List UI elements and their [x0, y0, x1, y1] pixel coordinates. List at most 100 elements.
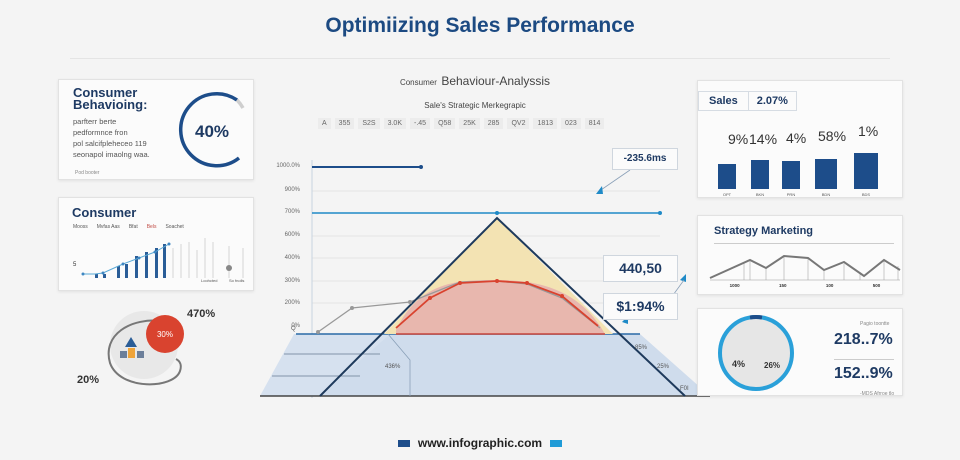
- blue-square-icon: [550, 439, 563, 447]
- x-tick: S2S: [358, 118, 380, 129]
- x-tick: 355: [334, 118, 355, 129]
- sales-metric: 2.07%: [756, 95, 788, 107]
- callout-mid: 440,50: [603, 255, 678, 282]
- y-tick: 300%: [284, 278, 300, 284]
- strategy-title: Strategy Marketing: [714, 225, 814, 237]
- gauge-value: 40%: [195, 122, 230, 141]
- chart-title: Sale's Strategic Merkegrapic: [424, 101, 526, 110]
- x-tick: -.45: [410, 118, 431, 129]
- card-sales: Sales 2.07% 9% 14% 4% 58% 1% OPT BKN PRN…: [697, 80, 903, 198]
- strategy-axis: 1000 150 100 500: [710, 283, 900, 288]
- card-title-line2: Behavioing:: [73, 97, 148, 112]
- bar: [751, 160, 769, 189]
- x-tick: 814: [584, 118, 605, 129]
- ring-caption-top: Pagio toontte: [860, 321, 890, 327]
- x-tick: 25K: [459, 118, 480, 129]
- legend-item: Mvfas Aas: [96, 224, 120, 230]
- axis-tick: 500: [872, 283, 881, 288]
- body-line: pol salcifpleheceo 119: [73, 139, 147, 148]
- card-title-line1: Consumer: [73, 85, 138, 100]
- legend-item: Bels: [146, 224, 157, 230]
- ring-value-right: 26%: [764, 361, 781, 370]
- center-heading: Consumer Behaviour-Analyssis: [310, 72, 640, 90]
- sales-title: Sales: [699, 92, 749, 110]
- main-chart: 1000.0% 900% 700% 600% 400% 300% 200% 0%: [260, 150, 710, 400]
- bar-value: 14%: [749, 131, 778, 147]
- legend-item: Mooss: [73, 224, 88, 230]
- ring-metric-2: 152..9%: [834, 365, 893, 382]
- x-tick: Q58: [434, 118, 456, 129]
- mini-chart: [81, 238, 244, 278]
- x-tick-row: A 355 S2S 3.0K -.45 Q58 25K 285 QV2 1813…: [318, 118, 605, 129]
- center-heading-large: Behaviour-Analyssis: [441, 74, 551, 88]
- y-tick: 1000.0%: [276, 163, 300, 169]
- axis-tick: 150: [779, 283, 787, 288]
- x-tick: 3.0K: [383, 118, 406, 129]
- bar-label: PRN: [786, 192, 796, 197]
- sales-bar-chart: [718, 133, 888, 189]
- strategy-line-chart: [709, 254, 901, 281]
- footer: www.infographic.com: [0, 436, 960, 450]
- legend: Mooss Mvfas Aas Bfat Bels Soachet: [73, 224, 184, 230]
- process-top-value: 470%: [187, 308, 216, 320]
- sales-header: Sales 2.07%: [698, 91, 797, 111]
- callout-low: $1:94%: [603, 293, 678, 320]
- ring-chart: [718, 314, 794, 391]
- x-tick: A: [318, 118, 331, 129]
- bar-value: 9%: [728, 131, 749, 147]
- y-tick: 0%: [291, 323, 300, 329]
- y-tick: 600%: [284, 232, 300, 238]
- card-ring: 4% 26% Pagio toontte 218..7% 152..9% -MD…: [697, 308, 903, 397]
- ring-caption-bottom: -MDS Afrroe tlo: [860, 391, 895, 397]
- bar: [718, 164, 736, 189]
- main-chart-svg: [260, 160, 710, 398]
- card-consumer-behaving: Consumer Behavioing: parfterr berte pedf…: [58, 79, 254, 180]
- x-tick: 1813: [533, 118, 558, 129]
- card-strategy-marketing: Strategy Marketing 1000 150 100 500: [697, 215, 903, 295]
- bar-label: BKN: [755, 192, 765, 197]
- y-tick: 900%: [284, 187, 300, 193]
- bar-value: 4%: [786, 130, 807, 146]
- title-divider: [70, 58, 890, 59]
- bar: [782, 161, 800, 189]
- body-line: parfterr berte: [73, 117, 117, 126]
- x-tick: 023: [561, 118, 581, 129]
- bar: [854, 153, 878, 189]
- process-bottom-value: 20%: [77, 374, 100, 386]
- axis-tick: 1000: [729, 283, 740, 288]
- x-tick: 285: [483, 118, 504, 129]
- body-line: pedformnce fron: [73, 128, 128, 137]
- axis-right-label: So fnolls: [229, 278, 245, 283]
- body-line: seonapol imaolng waa.: [73, 150, 150, 159]
- ring-divider: [834, 359, 894, 360]
- page-title: Optimiizing Sales Performance: [325, 14, 635, 37]
- ring-value-left: 4%: [732, 359, 746, 369]
- y-tick: 400%: [284, 255, 300, 261]
- bubble-value: 30%: [146, 315, 184, 353]
- inner-label: 436%: [385, 364, 401, 370]
- bar-label: BDS: [861, 192, 871, 197]
- bar: [815, 159, 837, 189]
- bar-value: 58%: [818, 128, 847, 144]
- y-tick: 700%: [284, 209, 300, 215]
- axis-right-label: Loohcted: [201, 278, 218, 283]
- footer-url[interactable]: www.infographic.com: [417, 436, 543, 450]
- axis-left-label: 5: [73, 262, 77, 268]
- floor-label: Q: [291, 326, 296, 332]
- ring-metric-1: 218..7%: [834, 331, 893, 348]
- center-heading-small: Consumer: [399, 78, 437, 87]
- y-tick: 200%: [284, 300, 300, 306]
- footnote: Pod booter: [75, 170, 100, 176]
- axis-tick: 100: [825, 283, 834, 288]
- inner-label: F0I: [680, 386, 689, 392]
- legend-item: Bfat: [128, 224, 138, 230]
- process-graphic: 30%: [100, 305, 210, 395]
- x-tick: QV2: [507, 118, 530, 129]
- callout-top: -235.6ms: [612, 148, 678, 170]
- inner-label: 85%: [635, 345, 648, 351]
- legend-item: Soachet: [165, 224, 184, 230]
- bar-label: BDN: [821, 192, 831, 197]
- navy-square-icon: [397, 439, 410, 447]
- strategy-divider: [714, 243, 894, 244]
- bar-label: OPT: [722, 192, 732, 197]
